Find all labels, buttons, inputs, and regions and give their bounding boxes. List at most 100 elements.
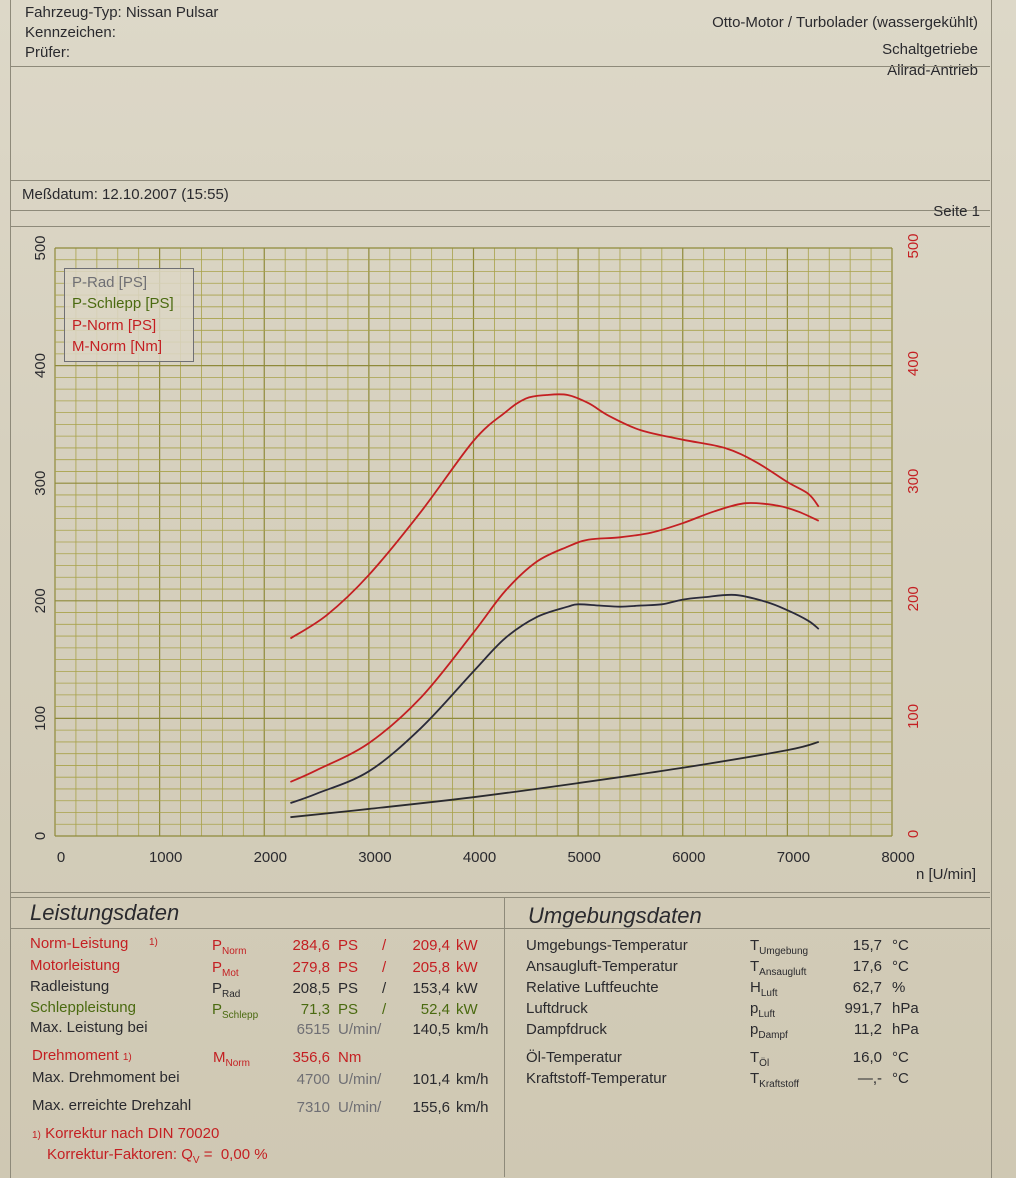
env-row-unit: hPa [892, 1000, 919, 1017]
env-row-value: 15,7 [852, 937, 882, 954]
perf-row-unit1: PS [338, 959, 359, 976]
inspector-label: Prüfer: [25, 44, 71, 61]
perf-row-value1: 6515 [296, 1021, 330, 1038]
max-torque-rpm: 4700 [296, 1071, 330, 1088]
perf-row-unit2: kW [456, 937, 478, 954]
perf-row-unit1: PS [338, 980, 359, 997]
env-row-label: Kraftstoff-Temperatur [526, 1070, 667, 1087]
torque-label: Drehmoment 1) [32, 1047, 132, 1064]
env-row-value: 991,7 [844, 1000, 882, 1017]
perf-row-value2: 140,5 [412, 1021, 450, 1038]
perf-row-symbol: PNorm [212, 937, 247, 957]
divider [504, 897, 505, 1177]
x-tick-label: 4000 [463, 849, 496, 866]
perf-row-symbol: PMot [212, 959, 239, 979]
chart-legend: P-Rad [PS] P-Schlepp [PS] P-Norm [PS] M-… [64, 268, 194, 362]
perf-row-label: Radleistung [30, 978, 110, 995]
max-rpm-unit: U/min/ [338, 1099, 382, 1116]
max-rpm-speed-unit: km/h [456, 1099, 489, 1116]
measurement-date: Meßdatum: 12.10.2007 (15:55) [22, 186, 229, 203]
env-row-value: —,- [857, 1070, 882, 1087]
divider [10, 210, 990, 211]
perf-row-value2: 209,4 [412, 937, 450, 954]
page-number: Seite 1 [933, 203, 980, 220]
perf-row-separator: / [382, 959, 387, 976]
env-row-symbol: pLuft [750, 1000, 776, 1020]
left-y-tick-label: 200 [32, 588, 49, 613]
left-y-tick-label: 300 [32, 471, 49, 496]
x-tick-label: 6000 [672, 849, 705, 866]
max-torque-rpm-unit: U/min/ [338, 1071, 382, 1088]
env-row-symbol: TUmgebung [750, 937, 809, 957]
env-row-value: 11,2 [853, 1021, 882, 1038]
x-tick-label: 7000 [777, 849, 810, 866]
env-row-label: Umgebungs-Temperatur [526, 937, 688, 954]
legend-p-rad: P-Rad [PS] [72, 274, 148, 291]
env-row-symbol: HLuft [750, 979, 778, 999]
env-row-unit: °C [892, 958, 909, 975]
env-row-value: 16,0 [852, 1049, 882, 1066]
perf-row-label: Motorleistung [30, 957, 121, 974]
perf-row-unit2: km/h [456, 1021, 489, 1038]
perf-row-value2: 205,8 [412, 959, 450, 976]
environment-section-title: Umgebungsdaten [528, 903, 702, 928]
series-line-0 [290, 593, 820, 804]
x-tick-label: 2000 [254, 849, 287, 866]
power-torque-chart: 0 1000 2000 3000 4000 5000 6000 7000 80000100200… [32, 233, 922, 866]
left-y-tick-label: 100 [32, 706, 49, 731]
max-torque-speed-unit: km/h [456, 1071, 489, 1088]
perf-row-value1: 279,8 [292, 959, 330, 976]
max-torque-speed: 101,4 [412, 1071, 450, 1088]
page-frame [10, 0, 992, 1178]
divider [10, 66, 990, 67]
torque-value: 356,6 [292, 1049, 330, 1066]
perf-row-symbol: PSchlepp [212, 1001, 259, 1021]
env-row-value: 62,7 [852, 979, 882, 996]
env-row-unit: °C [892, 1049, 909, 1066]
divider [10, 928, 990, 929]
perf-row-unit2: kW [456, 959, 478, 976]
license-plate-label: Kennzeichen: [25, 24, 116, 41]
engine-type: Otto-Motor / Turbolader (wassergekühlt) [712, 14, 978, 31]
legend-m-norm: M-Norm [Nm] [72, 338, 162, 355]
x-tick-label: 1000 [149, 849, 182, 866]
env-row-symbol: TÖl [750, 1049, 770, 1069]
divider [10, 180, 990, 181]
torque-symbol: MNorm [213, 1049, 250, 1069]
left-y-tick-label: 0 [32, 832, 49, 840]
perf-row-unit2: kW [456, 980, 478, 997]
axis-labels: 0 1000 2000 3000 4000 5000 6000 7000 80000100200… [32, 233, 922, 866]
performance-section-title: Leistungsdaten [30, 900, 180, 925]
env-row-label: Luftdruck [526, 1000, 588, 1017]
right-y-tick-label: 300 [905, 469, 922, 494]
perf-row-separator: / [382, 980, 387, 997]
x-tick-label: 5000 [567, 849, 600, 866]
divider [10, 226, 990, 227]
perf-row-unit1: PS [338, 1001, 359, 1018]
env-row-unit: hPa [892, 1021, 919, 1038]
divider [10, 897, 990, 898]
legend-p-norm: P-Norm [PS] [72, 317, 157, 334]
max-rpm-speed: 155,6 [412, 1099, 450, 1116]
perf-row-separator: / [382, 1001, 387, 1018]
drive-type: Allrad-Antrieb [887, 62, 978, 79]
max-rpm-label: Max. erreichte Drehzahl [32, 1097, 192, 1114]
perf-row-unit1: PS [338, 937, 359, 954]
x-tick-label: 8000 [881, 849, 914, 866]
x-axis-unit: n [U/min] [915, 866, 976, 883]
env-row-unit: °C [892, 937, 909, 954]
right-y-tick-label: 100 [905, 704, 922, 729]
perf-row-footnote-mark: 1) [149, 937, 158, 948]
max-rpm-value: 7310 [296, 1099, 330, 1116]
chart-grid [54, 247, 893, 837]
gearbox-type: Schaltgetriebe [882, 41, 978, 58]
left-y-tick-label: 400 [32, 353, 49, 378]
env-row-label: Öl-Temperatur [526, 1049, 622, 1066]
env-row-value: 17,6 [852, 958, 882, 975]
perf-row-separator: / [382, 937, 387, 954]
perf-row-label: Norm-Leistung [30, 935, 129, 952]
legend-p-schlepp: P-Schlepp [PS] [72, 295, 174, 312]
env-row-label: Ansaugluft-Temperatur [526, 958, 678, 975]
perf-row-value1: 71,3 [300, 1001, 330, 1018]
right-y-tick-label: 400 [905, 351, 922, 376]
